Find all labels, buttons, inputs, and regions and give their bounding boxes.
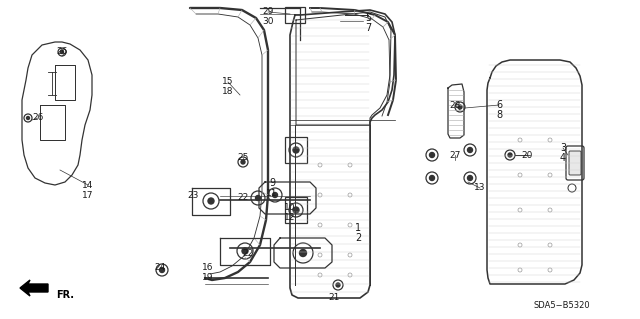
Circle shape xyxy=(336,283,340,287)
Text: 13: 13 xyxy=(474,183,486,192)
Circle shape xyxy=(293,147,299,153)
Text: 18: 18 xyxy=(222,87,234,97)
Text: 4: 4 xyxy=(560,153,566,163)
Text: SDA5−B5320: SDA5−B5320 xyxy=(533,300,590,309)
Text: 12: 12 xyxy=(284,213,296,222)
Text: 9: 9 xyxy=(269,178,275,188)
Text: 22: 22 xyxy=(237,194,248,203)
Text: 8: 8 xyxy=(496,110,502,120)
Circle shape xyxy=(159,268,164,272)
Circle shape xyxy=(242,248,248,254)
Text: 1: 1 xyxy=(355,223,361,233)
Text: 27: 27 xyxy=(449,151,461,160)
Polygon shape xyxy=(20,280,48,296)
FancyBboxPatch shape xyxy=(569,151,581,175)
Text: 3: 3 xyxy=(560,143,566,153)
Text: 2: 2 xyxy=(355,233,361,243)
Text: 17: 17 xyxy=(83,190,93,199)
Text: 7: 7 xyxy=(365,23,371,33)
Text: 15: 15 xyxy=(222,78,234,86)
Text: FR.: FR. xyxy=(56,290,74,300)
Circle shape xyxy=(293,207,299,213)
Text: 28: 28 xyxy=(449,100,461,109)
Circle shape xyxy=(26,116,29,120)
Circle shape xyxy=(255,196,260,201)
Circle shape xyxy=(241,160,245,164)
Text: 19: 19 xyxy=(202,273,214,283)
Circle shape xyxy=(208,198,214,204)
Text: 21: 21 xyxy=(328,293,340,302)
Text: 25: 25 xyxy=(237,153,249,162)
Text: 29: 29 xyxy=(262,8,274,17)
Circle shape xyxy=(458,105,462,109)
Circle shape xyxy=(300,249,307,256)
Text: 26: 26 xyxy=(32,114,44,122)
Text: 16: 16 xyxy=(202,263,214,272)
Circle shape xyxy=(61,50,63,54)
Text: 6: 6 xyxy=(496,100,502,110)
Text: 23: 23 xyxy=(188,191,198,201)
Text: 24: 24 xyxy=(154,263,166,272)
Circle shape xyxy=(467,175,472,181)
Circle shape xyxy=(508,153,512,157)
Text: 26: 26 xyxy=(56,48,68,56)
Text: 20: 20 xyxy=(522,151,532,160)
Text: 14: 14 xyxy=(83,181,93,189)
Text: 11: 11 xyxy=(266,189,278,197)
Circle shape xyxy=(273,192,278,197)
Circle shape xyxy=(467,147,472,152)
Circle shape xyxy=(429,175,435,181)
Text: 22: 22 xyxy=(243,249,253,257)
Text: 5: 5 xyxy=(365,13,371,23)
Text: 10: 10 xyxy=(284,204,296,212)
Circle shape xyxy=(429,152,435,158)
Text: 30: 30 xyxy=(262,18,274,26)
